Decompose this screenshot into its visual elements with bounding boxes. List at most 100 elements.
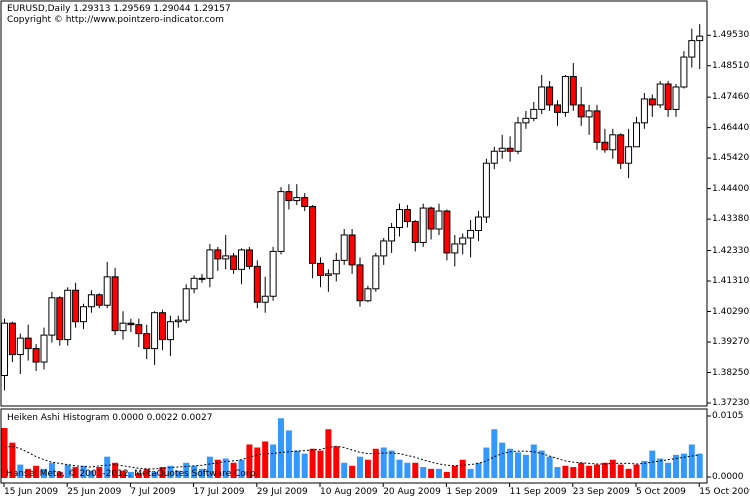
candle: [174, 315, 182, 328]
histogram-bar: [522, 454, 529, 478]
date-axis-label: 11 Sep 2009: [509, 487, 567, 497]
candle: [253, 260, 261, 309]
candle: [309, 205, 317, 279]
candle: [111, 267, 119, 336]
histogram-bar: [349, 465, 356, 478]
candle: [182, 284, 190, 324]
histogram-bar: [341, 462, 348, 478]
histogram-bar: [206, 456, 213, 478]
candle: [617, 133, 625, 170]
histogram-bar: [467, 468, 474, 478]
histogram-bar: [159, 467, 166, 478]
candle: [664, 80, 672, 117]
histogram-bar: [56, 471, 63, 478]
histogram-bar: [64, 464, 71, 478]
indicator-title: Heiken Ashi Histogram 0.0000 0.0022 0.00…: [7, 413, 213, 423]
candle: [293, 184, 301, 206]
histogram-bar: [254, 447, 261, 478]
histogram-bar: [317, 450, 324, 478]
histogram-bar: [609, 459, 616, 478]
histogram-bar: [222, 458, 229, 478]
candle: [585, 104, 593, 135]
histogram-bar: [230, 462, 237, 478]
price-axis-label: 1.42330: [712, 245, 750, 256]
histogram-bar: [554, 467, 561, 478]
candle: [206, 243, 214, 288]
candle: [538, 75, 546, 114]
histogram-bar: [570, 467, 577, 478]
histogram-bar: [325, 429, 332, 478]
candle: [151, 311, 159, 366]
candle: [459, 233, 467, 255]
histogram-bar: [657, 458, 664, 478]
candle: [356, 257, 364, 307]
candle: [127, 318, 135, 333]
candle: [569, 63, 577, 111]
price-axis-label: 1.49530: [712, 30, 750, 41]
date-axis-label: 15 Oct 2009: [699, 487, 750, 497]
histogram-bar: [41, 468, 47, 478]
candle: [640, 92, 648, 129]
candle: [190, 275, 198, 294]
histogram-bar: [72, 467, 79, 478]
candle: [427, 206, 435, 240]
histogram-bar: [538, 450, 545, 478]
candle: [467, 220, 475, 258]
date-axis-label: 25 Jun 2009: [67, 487, 122, 497]
histogram-bar: [214, 459, 221, 478]
histogram-bar: [380, 447, 387, 478]
price-axis-label: 1.44400: [712, 183, 750, 194]
histogram-bar: [499, 442, 506, 478]
candle: [372, 252, 380, 292]
candle: [656, 80, 664, 108]
candle: [135, 318, 143, 348]
candle: [443, 209, 451, 261]
candle: [301, 193, 309, 212]
price-axis-label: 1.46440: [712, 122, 750, 133]
candle: [506, 136, 514, 162]
candle: [388, 223, 396, 253]
candle: [403, 205, 411, 228]
histogram-bar: [491, 429, 498, 478]
candle: [672, 83, 680, 117]
histogram-bar: [135, 473, 142, 478]
histogram-bar: [680, 453, 687, 478]
price-axis-label: 1.45420: [712, 153, 750, 164]
histogram-bar: [546, 456, 553, 478]
histogram-bar: [33, 465, 40, 478]
histogram-bar: [665, 462, 672, 478]
candle: [119, 311, 127, 340]
price-axis-ticks: [707, 34, 711, 478]
candle: [530, 101, 538, 122]
histogram-bar: [673, 454, 679, 478]
candle: [198, 273, 206, 283]
histogram-bar: [475, 462, 482, 478]
histogram-bar: [372, 448, 379, 478]
candle: [435, 203, 443, 235]
histogram-bar: [167, 465, 174, 478]
histogram-bar: [451, 465, 458, 478]
price-axis-label: 1.37230: [712, 398, 750, 408]
candle: [380, 237, 388, 265]
candle: [261, 276, 269, 313]
histogram-bar: [443, 471, 450, 478]
histogram-bar: [238, 459, 245, 478]
histogram-bar: [80, 465, 87, 478]
histogram-bar: [562, 465, 569, 478]
candle: [554, 100, 561, 126]
histogram-bar: [48, 462, 55, 478]
histogram-bar: [507, 448, 514, 478]
histogram-bar: [357, 456, 363, 478]
candle: [64, 287, 72, 346]
indicator-pane: [1, 418, 703, 478]
histogram-bar: [246, 444, 253, 478]
indicator-footer: Hansel Meta, © 2001-2012, MetaQuotes Sof…: [6, 469, 259, 479]
candle: [514, 116, 522, 155]
date-axis-label: 23 Sep 2009: [572, 487, 630, 497]
candle: [159, 309, 166, 351]
candle: [411, 220, 419, 252]
price-axis-label: 1.41310: [712, 276, 750, 286]
candle: [95, 293, 103, 309]
histogram-bar: [175, 470, 182, 478]
candle: [451, 234, 459, 267]
